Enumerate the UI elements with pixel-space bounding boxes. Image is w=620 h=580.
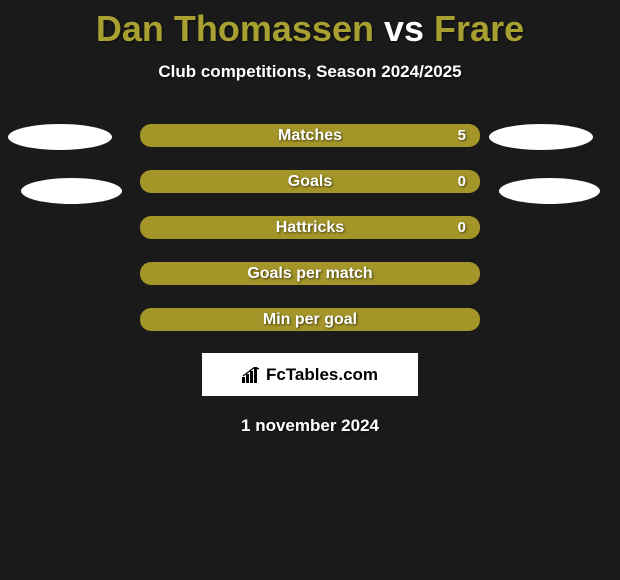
stat-row: Matches5 — [140, 124, 480, 147]
subtitle: Club competitions, Season 2024/2025 — [0, 62, 620, 82]
ellipse-left1 — [8, 124, 112, 150]
ellipse-right1 — [489, 124, 593, 150]
stat-row: Hattricks0 — [140, 216, 480, 239]
brand-text: FcTables.com — [266, 365, 378, 385]
stat-value: 0 — [458, 173, 466, 190]
stat-row: Goals0 — [140, 170, 480, 193]
brand-main: Tables — [286, 365, 339, 384]
stat-value: 5 — [458, 127, 466, 144]
date-label: 1 november 2024 — [0, 416, 620, 436]
ellipse-left2 — [21, 178, 122, 204]
brand-prefix: Fc — [266, 365, 286, 384]
stat-label: Min per goal — [140, 311, 480, 329]
chart-icon — [242, 367, 262, 383]
stats-list: Matches5Goals0Hattricks0Goals per matchM… — [0, 124, 620, 331]
brand-suffix: .com — [338, 365, 378, 384]
stat-value: 0 — [458, 219, 466, 236]
brand-logo: FcTables.com — [202, 353, 418, 396]
stat-label: Goals per match — [140, 265, 480, 283]
stat-row: Min per goal — [140, 308, 480, 331]
vs-label: vs — [384, 8, 424, 49]
stat-label: Hattricks — [140, 219, 480, 237]
ellipse-right2 — [499, 178, 600, 204]
stat-label: Goals — [140, 173, 480, 191]
page-title: Dan Thomassen vs Frare — [0, 0, 620, 50]
stat-row: Goals per match — [140, 262, 480, 285]
player2-name: Frare — [434, 8, 524, 49]
stat-label: Matches — [140, 127, 480, 145]
player1-name: Dan Thomassen — [96, 8, 374, 49]
